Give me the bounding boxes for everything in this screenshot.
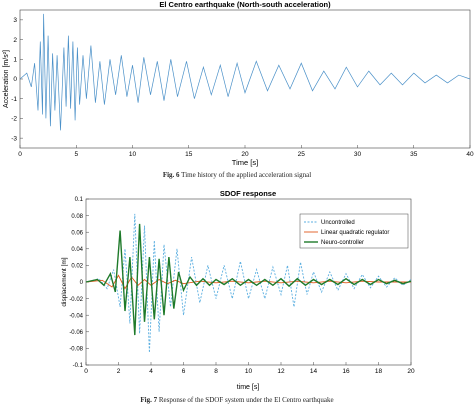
chart2-xtick-label: 4 [149,368,153,375]
chart2-ytick-label: 0.04 [71,247,83,253]
chart2-ytick-label: -0.08 [69,347,83,353]
chart1-xtick-label: 25 [298,151,306,158]
chart2-ytick-label: 0.1 [75,197,84,203]
chart1-title: El Centro earthquake (North-south accele… [159,0,331,9]
acceleration-series-line [19,13,471,131]
chart1-xlabel: Time [s] [232,158,258,167]
chart2-xtick-label: 8 [214,368,218,375]
figure1-caption: Fig. 6 Time history of the applied accel… [0,171,474,179]
figure1-caption-label: Fig. 6 [162,171,180,179]
figure1-caption-text: Time history of the applied acceleration… [181,171,312,179]
chart1-ytick-label: -2 [11,116,17,123]
chart2-ytick-label: 0.06 [71,230,83,236]
legend-label: Linear quadratic regulator [321,230,389,236]
chart2-title: SDOF response [220,189,276,198]
chart1-xtick-label: 15 [185,151,193,158]
figure2-caption-label: Fig. 7 [140,396,158,404]
chart1-xtick-label: 5 [74,151,78,158]
chart2-xtick-label: 14 [310,368,318,375]
legend-label: Neuro-controller [321,240,364,246]
figure2-caption: Fig. 7 Response of the SDOF system under… [0,396,474,404]
chart2-ytick-label: 0.08 [71,214,83,220]
chart2-ytick-label: -0.04 [69,313,83,319]
chart2-legend: Uncontrolled Linear quadratic regulator Ne… [299,213,409,249]
legend-label: Uncontrolled [321,220,355,226]
chart2-xtick-label: 6 [182,368,186,375]
chart1-ytick-label: 1 [13,56,17,63]
chart1-ytick-label: 0 [13,76,17,83]
chart1-plot-frame [19,9,471,149]
chart2-xtick-label: 18 [375,368,383,375]
chart1-xtick-label: 40 [466,151,474,158]
chart2-ytick-label: -0.02 [69,297,83,303]
chart1-xtick-label: 20 [241,151,249,158]
chart1-ytick-label: -3 [11,135,17,142]
chart2-xtick-label: 20 [407,368,415,375]
chart2-xtick-label: 16 [342,368,350,375]
chart1-xtick-label: 30 [354,151,362,158]
chart1-xtick-label: 10 [129,151,137,158]
chart1-ylabel: Acceleration [m/s²] [3,50,10,108]
series-line-2 [85,223,412,336]
sdof-response-chart: SDOF response 0 2 4 6 8 10 12 14 16 18 20 -0.1 -0.08… [61,189,415,391]
chart2-ylabel: displacement [m] [61,257,68,306]
chart1-xtick-label: 0 [18,151,22,158]
chart2-ytick-label: 0.02 [71,264,83,270]
chart2-ytick-label: -0.06 [69,330,83,336]
chart2-xtick-label: 10 [245,368,253,375]
chart2-xtick-label: 2 [117,368,121,375]
chart2-xtick-label: 0 [84,368,88,375]
chart1-ytick-label: 3 [13,17,17,24]
chart2-ytick-label: -0.1 [73,363,84,369]
chart1-ytick-label: 2 [13,37,17,44]
chart2-xlabel: time [s] [237,384,260,391]
figure2-caption-text: Response of the SDOF system under the El… [158,396,334,404]
chart2-xtick-label: 12 [277,368,285,375]
chart1-xtick-label: 35 [410,151,418,158]
acceleration-chart: El Centro earthquake (North-south accele… [3,0,474,167]
chart1-ytick-label: -1 [11,96,17,103]
chart2-ytick-label: 0 [80,280,84,286]
